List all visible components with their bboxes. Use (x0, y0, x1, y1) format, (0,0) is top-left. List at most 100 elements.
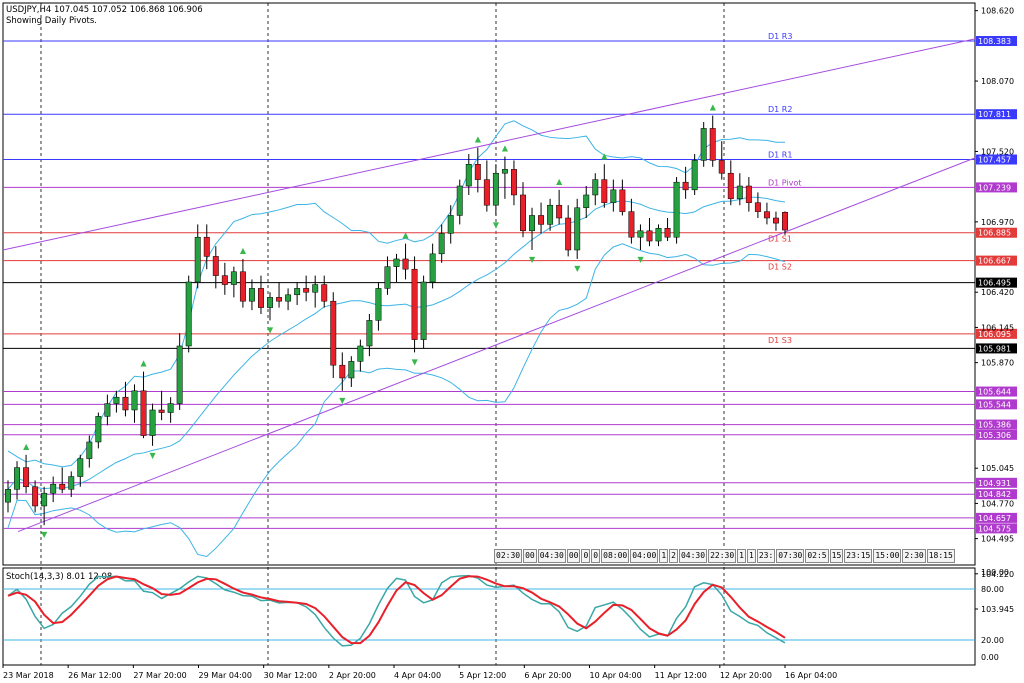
candle-body (330, 300, 337, 366)
stoch-header: Stoch(14,3,3) 8.01 12.08 (6, 572, 113, 582)
candle-body (429, 253, 436, 283)
candle-body (565, 217, 572, 251)
candle-body (267, 297, 273, 308)
stoch-plot-frame (2, 567, 976, 666)
candle-body (285, 294, 292, 302)
price-tag-text: 107.811 (978, 110, 1011, 119)
price-axis-label: 106.145 (981, 323, 1014, 332)
fractal-down-marker: ▼ (339, 396, 346, 405)
candle-body (619, 189, 626, 212)
price-axis-label: 104.220 (981, 570, 1014, 579)
stoch-signal-line (7, 575, 786, 645)
candle-body (718, 160, 725, 174)
price-tag-text: 106.667 (978, 257, 1011, 266)
candle-body (14, 467, 20, 490)
candle-body (5, 489, 11, 503)
time-axis-label: 10 Apr 04:00 (590, 671, 642, 680)
time-axis-label: 12 Apr 20:00 (720, 671, 772, 680)
fractal-up-marker: ▲ (556, 177, 563, 186)
fractal-down-marker: ▼ (574, 264, 581, 273)
price-tag (976, 277, 1017, 288)
price-tag-text: 108.383 (978, 37, 1011, 46)
candle-body (221, 275, 228, 285)
candle-body (610, 189, 617, 203)
candle-body (745, 185, 752, 203)
stoch-axis-label: 20.00 (981, 636, 1004, 645)
session-time-cell: 1 (659, 549, 669, 563)
bollinger-upper (7, 120, 786, 468)
candle-body (167, 403, 174, 413)
price-tag-text: 106.495 (978, 279, 1011, 288)
candle-body (158, 409, 165, 413)
pivot-level-label: D1 S2 (768, 263, 792, 272)
price-tag (976, 399, 1017, 410)
session-time-cell: 1 (737, 549, 746, 563)
session-time-cell: 08:00 (601, 549, 630, 563)
candle-body (583, 194, 590, 209)
price-tag (976, 477, 1017, 488)
time-axis-label: 29 Mar 04:00 (199, 671, 252, 680)
session-time-cell: 02:5 (805, 549, 829, 563)
fractal-up-marker: ▲ (475, 135, 482, 144)
candle-body (628, 211, 635, 238)
session-time-strip: 02:30 00 04:30 00 0 0 08:00 04:00 1 2 04:30 22:30 1 1… (494, 549, 956, 563)
candle-body (709, 128, 716, 161)
candle-body (492, 172, 499, 206)
candle-body (474, 164, 481, 180)
price-axis-label: 104.495 (981, 535, 1014, 544)
fractal-down-marker: ▼ (41, 530, 48, 539)
candle-body (32, 486, 39, 507)
candle-body (375, 288, 382, 321)
price-axis-label: 104.770 (981, 499, 1014, 508)
candle-body (321, 284, 328, 302)
candle-body (113, 396, 120, 404)
bollinger-middle (7, 196, 786, 490)
candle-body (438, 233, 445, 255)
channel-upper-line (2, 38, 976, 251)
candle-body (194, 236, 201, 283)
candle-body (782, 211, 788, 231)
fractal-up-marker: ▲ (502, 144, 509, 153)
session-time-cell: 0 (581, 549, 591, 563)
candle-body (230, 271, 237, 285)
time-axis-label: 11 Apr 12:00 (655, 671, 707, 680)
pivot-level-label: D1 Pivot (768, 178, 801, 187)
fractal-up-marker: ▲ (601, 151, 608, 160)
candle-body (592, 179, 599, 196)
price-tag (976, 36, 1017, 46)
candle-body (77, 458, 84, 477)
session-time-cell: 23:15 (844, 549, 873, 563)
stoch-main-line (7, 574, 786, 647)
candle-body (447, 215, 454, 234)
candle-body (303, 288, 310, 293)
price-axis-label: 105.045 (981, 464, 1014, 473)
candle-body (510, 169, 517, 196)
price-axis-label: 106.970 (981, 218, 1014, 227)
price-tag-text: 105.644 (978, 388, 1011, 397)
price-tag (976, 512, 1017, 523)
session-time-cell: 22:30 (708, 549, 737, 563)
price-axis-label: 103.945 (981, 605, 1014, 614)
pivot-level-label: D1 S1 (768, 235, 792, 244)
price-tag (976, 154, 1017, 165)
candle-body (339, 364, 346, 379)
fractal-down-marker: ▼ (529, 255, 536, 264)
price-axis-label: 106.420 (981, 288, 1014, 297)
price-tag-text: 104.842 (978, 490, 1011, 499)
candle-body (736, 185, 743, 200)
candle-body (456, 185, 463, 216)
main-plot-frame (2, 2, 976, 566)
session-time-cell: 04:30 (678, 549, 708, 563)
candle-body (754, 202, 761, 212)
candle-body (411, 268, 418, 340)
candle-body (185, 281, 192, 347)
session-time-cell: 2:30 (902, 549, 926, 563)
candle-body (700, 128, 707, 161)
candle-body (673, 181, 680, 238)
session-time-cell: 07:30 (776, 549, 805, 563)
price-tag (976, 328, 1017, 339)
candle-body (366, 320, 373, 347)
pivot-level-label: D1 R2 (768, 105, 792, 114)
time-axis-label: 5 Apr 12:00 (459, 671, 506, 680)
